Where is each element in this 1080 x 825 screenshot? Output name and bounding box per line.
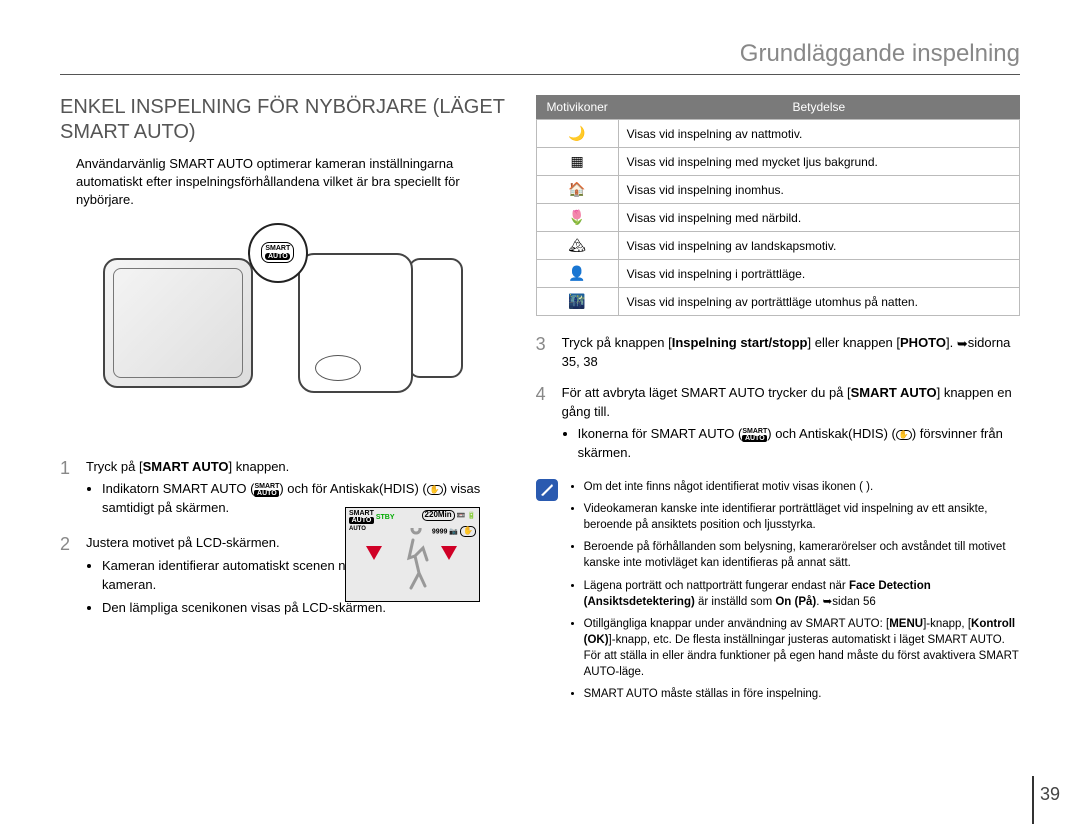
- motiv-icon: ▦: [536, 148, 618, 176]
- note-box: Om det inte finns något identifierat mot…: [536, 479, 1020, 708]
- motiv-description: Visas vid inspelning av landskapsmotiv.: [618, 232, 1019, 260]
- step-number: 1: [60, 458, 74, 523]
- right-column: Motivikoner Betydelse 🌙Visas vid inspeln…: [536, 95, 1020, 708]
- smart-auto-badge-top: SMART: [265, 245, 290, 252]
- table-row: ▦Visas vid inspelning med mycket ljus ba…: [536, 148, 1019, 176]
- motiv-description: Visas vid inspelning av porträttläge uto…: [618, 288, 1019, 316]
- table-row: 🌃Visas vid inspelning av porträttläge ut…: [536, 288, 1019, 316]
- step1-bold: SMART AUTO: [143, 459, 229, 474]
- note-item: SMART AUTO måste ställas in före inspeln…: [584, 686, 1020, 702]
- step-4: 4 För att avbryta läget SMART AUTO tryck…: [536, 384, 1020, 467]
- page-number: 39: [1040, 784, 1060, 805]
- camera-lens: [408, 258, 463, 378]
- smart-auto-callout: SMART AUTO: [248, 223, 308, 283]
- note-list: Om det inte finns något identifierat mot…: [584, 479, 1020, 708]
- lcd-time: 220Min: [422, 510, 455, 521]
- note-item: Lägena porträtt och nattporträtt fungera…: [584, 578, 1020, 610]
- motiv-icon: 🌷: [536, 204, 618, 232]
- motiv-description: Visas vid inspelning inomhus.: [618, 176, 1019, 204]
- note-item: Beroende på förhållanden som belysning, …: [584, 539, 1020, 571]
- table-row: 🌷Visas vid inspelning med närbild.: [536, 204, 1019, 232]
- step1-text-pre: Tryck på [: [86, 459, 143, 474]
- smart-auto-badge-bottom: AUTO: [265, 253, 290, 260]
- motiv-icon: 🏠: [536, 176, 618, 204]
- table-row: 🏠Visas vid inspelning inomhus.: [536, 176, 1019, 204]
- note-item: Om det inte finns något identifierat mot…: [584, 479, 1020, 495]
- page-section-title: Grundläggande inspelning: [60, 40, 1020, 75]
- motiv-icon: 🌙: [536, 120, 618, 148]
- step1-text-suf: ] knappen.: [229, 459, 290, 474]
- skater-icon: [401, 528, 431, 593]
- red-arrow-icon: [366, 546, 382, 560]
- step-number: 2: [60, 534, 74, 621]
- step4-pre: För att avbryta läget SMART AUTO trycker…: [562, 385, 851, 400]
- note-item: Videokameran kanske inte identifierar po…: [584, 501, 1020, 533]
- table-header-meaning: Betydelse: [618, 95, 1019, 120]
- lcd-count: 9999: [432, 528, 448, 535]
- step-3: 3 Tryck på knappen [Inspelning start/sto…: [536, 334, 1020, 372]
- step3-b2: PHOTO: [900, 335, 946, 350]
- left-column: ENKEL INSPELNING FÖR NYBÖRJARE (LÄGET SM…: [60, 95, 506, 708]
- motiv-description: Visas vid inspelning i porträttläge.: [618, 260, 1019, 288]
- motiv-icon: 🌃: [536, 288, 618, 316]
- table-row: 🏔Visas vid inspelning av landskapsmotiv.: [536, 232, 1019, 260]
- step-number: 4: [536, 384, 550, 467]
- table-row: 🌙Visas vid inspelning av nattmotiv.: [536, 120, 1019, 148]
- motiv-icon: 👤: [536, 260, 618, 288]
- step2-text: Justera motivet på LCD-skärmen.: [86, 535, 280, 550]
- motiv-icon: 🏔: [536, 232, 618, 260]
- section-heading: ENKEL INSPELNING FÖR NYBÖRJARE (LÄGET SM…: [60, 95, 506, 145]
- step3-mid: ] eller knappen [: [808, 335, 901, 350]
- camera-illustration: SMART AUTO: [93, 228, 473, 428]
- red-arrow-icon: [441, 546, 457, 560]
- step3-b1: Inspelning start/stopp: [672, 335, 808, 350]
- lcd-stby: STBY: [376, 514, 395, 521]
- step3-pre: Tryck på knappen [: [562, 335, 672, 350]
- table-row: 👤Visas vid inspelning i porträttläge.: [536, 260, 1019, 288]
- camera-body: [298, 253, 413, 393]
- camera-lcd-screen: [103, 258, 253, 388]
- motiv-description: Visas vid inspelning med närbild.: [618, 204, 1019, 232]
- note-item: Otillgängliga knappar under användning a…: [584, 616, 1020, 680]
- step4-b1: SMART AUTO: [851, 385, 937, 400]
- note-icon: [536, 479, 558, 501]
- step4-bullet: Ikonerna för SMART AUTO (SMARTAUTO) och …: [578, 425, 1020, 463]
- motiv-icon-table: Motivikoner Betydelse 🌙Visas vid inspeln…: [536, 95, 1020, 316]
- motiv-description: Visas vid inspelning med mycket ljus bak…: [618, 148, 1019, 176]
- intro-paragraph: Användarvänlig SMART AUTO optimerar kame…: [60, 155, 506, 210]
- table-header-icons: Motivikoner: [536, 95, 618, 120]
- step3-post: ].: [946, 335, 957, 350]
- lcd-preview: SMARTAUTO STBY 220Min 📼 🔋 AUTO 9999 📷 ✋: [345, 507, 480, 602]
- step-number: 3: [536, 334, 550, 372]
- motiv-description: Visas vid inspelning av nattmotiv.: [618, 120, 1019, 148]
